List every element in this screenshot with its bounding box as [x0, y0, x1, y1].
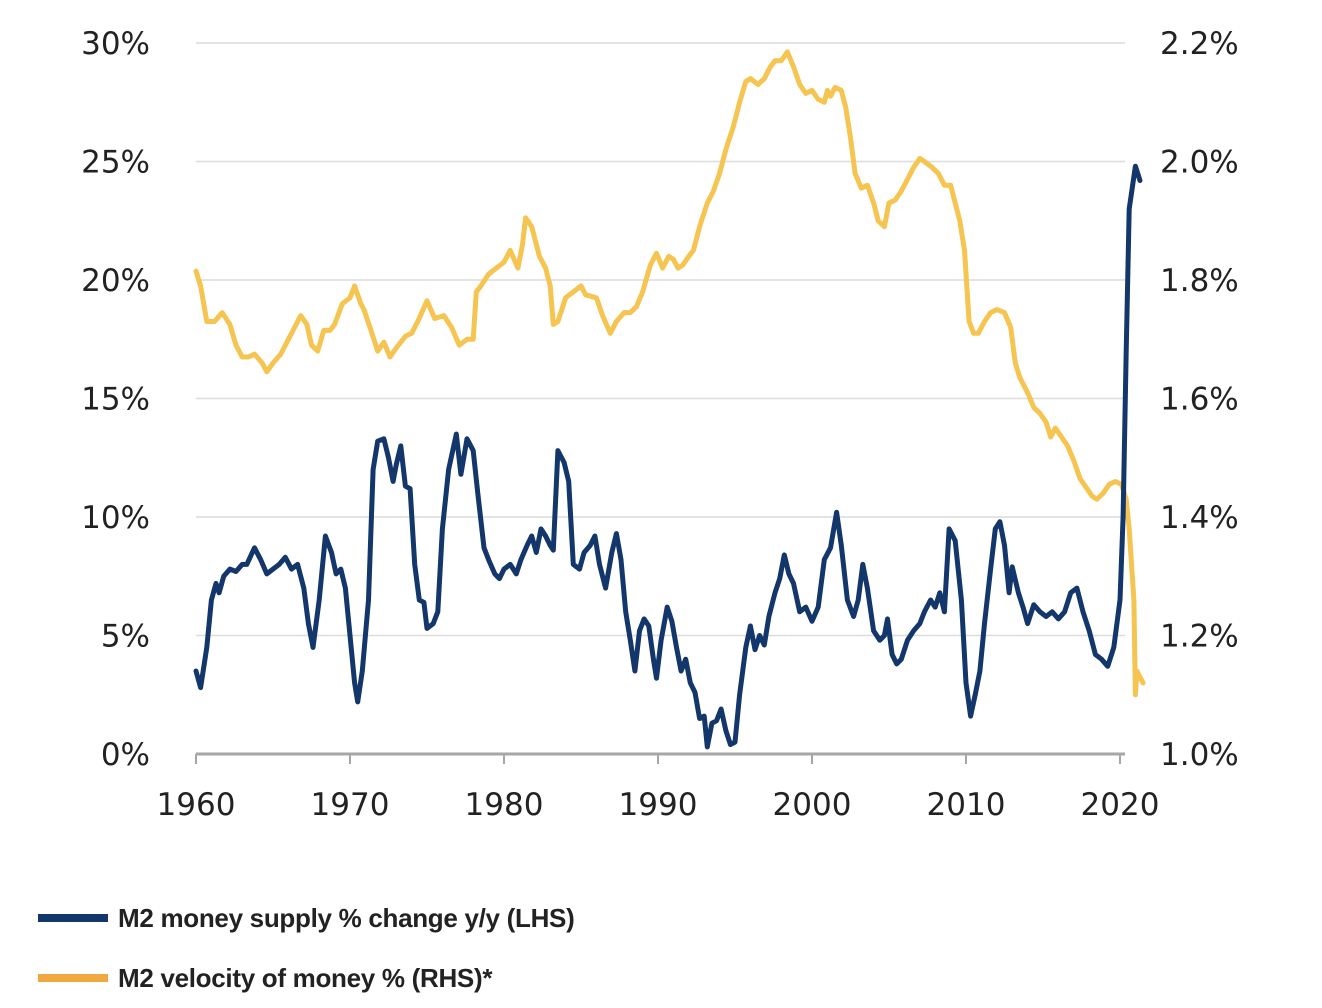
- legend-label-m2-supply: M2 money supply % change y/y (LHS): [118, 902, 575, 933]
- y-right-tick-label: 2.0%: [1160, 145, 1239, 181]
- y-right-tick-label: 1.2%: [1160, 619, 1239, 655]
- y-left-tick-label: 15%: [81, 382, 150, 418]
- x-axis: 1960 1970 1980 1990 2000 2010 2020: [157, 752, 1160, 823]
- x-tick-label: 1970: [311, 787, 390, 823]
- y-right-tick-label: 1.4%: [1160, 500, 1239, 536]
- y-right-tick-label: 1.6%: [1160, 382, 1239, 418]
- legend-swatch-m2-supply: [38, 914, 108, 922]
- y-left-tick-label: 0%: [101, 737, 150, 773]
- gridlines: [196, 42, 1125, 637]
- legend-item-m2-velocity: M2 velocity of money % (RHS)*: [38, 948, 574, 1008]
- y-left-tick-label: 30%: [81, 26, 150, 62]
- x-tick-label: 1980: [465, 787, 544, 823]
- y-axis-left: 0% 5% 10% 15% 20% 25% 30%: [81, 26, 150, 773]
- x-tick-label: 1990: [619, 787, 698, 823]
- y-axis-right: 1.0% 1.2% 1.4% 1.6% 1.8% 2.0% 2.2%: [1160, 26, 1239, 773]
- series-line-m2-velocity: [193, 49, 1146, 698]
- legend: M2 money supply % change y/y (LHS) M2 ve…: [38, 888, 575, 1008]
- x-tick-label: 2020: [1081, 787, 1160, 823]
- y-left-tick-label: 25%: [81, 145, 150, 181]
- series-line-m2-supply: [193, 163, 1143, 750]
- dual-axis-line-chart: 1960 1970 1980 1990 2000 2010 2020 0% 5% 10% 15% 2…: [81, 26, 1239, 823]
- series-layer: [193, 49, 1146, 750]
- y-right-tick-label: 1.8%: [1160, 263, 1239, 299]
- legend-item-m2-supply: M2 money supply % change y/y (LHS): [38, 888, 575, 948]
- y-left-tick-label: 20%: [81, 263, 150, 299]
- y-right-tick-label: 2.2%: [1160, 26, 1239, 62]
- y-left-tick-label: 5%: [101, 619, 150, 655]
- y-left-tick-label: 10%: [81, 500, 150, 536]
- legend-swatch-m2-velocity: [38, 974, 108, 982]
- y-right-tick-label: 1.0%: [1160, 737, 1239, 773]
- x-tick-label: 2010: [927, 787, 1006, 823]
- x-tick-label: 1960: [157, 787, 236, 823]
- legend-label-m2-velocity: M2 velocity of money % (RHS)*: [118, 962, 493, 993]
- x-tick-label: 2000: [773, 787, 852, 823]
